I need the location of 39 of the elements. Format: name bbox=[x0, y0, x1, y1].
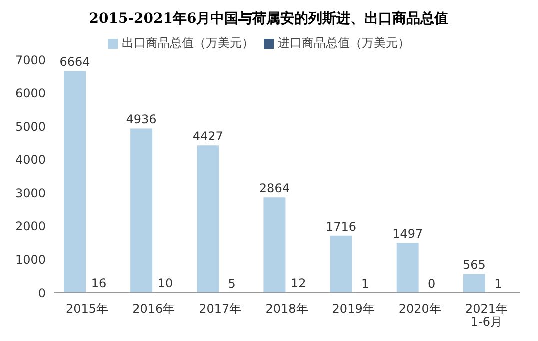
y-tick-label: 4000 bbox=[15, 153, 46, 168]
x-tick-label: 2018年 bbox=[266, 302, 308, 316]
bar bbox=[264, 198, 286, 293]
data-label: 1716 bbox=[326, 220, 357, 234]
y-tick-label: 2000 bbox=[15, 220, 46, 234]
legend-label: 出口商品总值（万美元） bbox=[122, 36, 254, 50]
data-label: 1497 bbox=[392, 227, 424, 242]
bar bbox=[64, 71, 86, 293]
x-tick-label: 2021年 1-6月 bbox=[465, 302, 508, 329]
legend-label: 进口商品总值（万美元） bbox=[278, 36, 410, 50]
data-label: 4427 bbox=[192, 130, 224, 144]
y-tick-label: 3000 bbox=[15, 186, 46, 200]
y-tick-label: 1000 bbox=[15, 252, 46, 267]
bar bbox=[463, 274, 486, 293]
data-label: 2864 bbox=[259, 182, 290, 196]
data-label: 10 bbox=[158, 276, 174, 291]
data-label: 4936 bbox=[126, 112, 157, 127]
data-label: 565 bbox=[462, 258, 486, 272]
y-tick-label: 6000 bbox=[15, 86, 46, 101]
x-tick-label: 2017年 bbox=[199, 302, 242, 316]
y-tick-label: 7000 bbox=[15, 53, 46, 68]
data-label: 1 bbox=[494, 276, 502, 291]
x-tick-label: 2020年 bbox=[398, 302, 442, 316]
data-label: 6664 bbox=[60, 55, 90, 70]
data-label: 0 bbox=[428, 276, 436, 291]
chart-title: 2015-2021年6月中国与荷属安的列斯进、出口商品总值 bbox=[88, 10, 450, 29]
bar bbox=[197, 146, 220, 293]
bar bbox=[396, 243, 419, 293]
y-tick-label: 0 bbox=[38, 286, 46, 300]
bar bbox=[130, 128, 153, 293]
data-label: 12 bbox=[291, 276, 306, 291]
data-label: 5 bbox=[228, 276, 236, 291]
x-tick-label: 2016年 bbox=[132, 302, 176, 316]
bar bbox=[330, 236, 352, 293]
data-label: 1 bbox=[361, 276, 370, 291]
y-tick-label: 5000 bbox=[15, 120, 46, 134]
x-tick-label: 2015年 bbox=[66, 302, 109, 316]
x-tick-label: 2019年 bbox=[332, 302, 375, 316]
data-label: 16 bbox=[91, 276, 107, 290]
